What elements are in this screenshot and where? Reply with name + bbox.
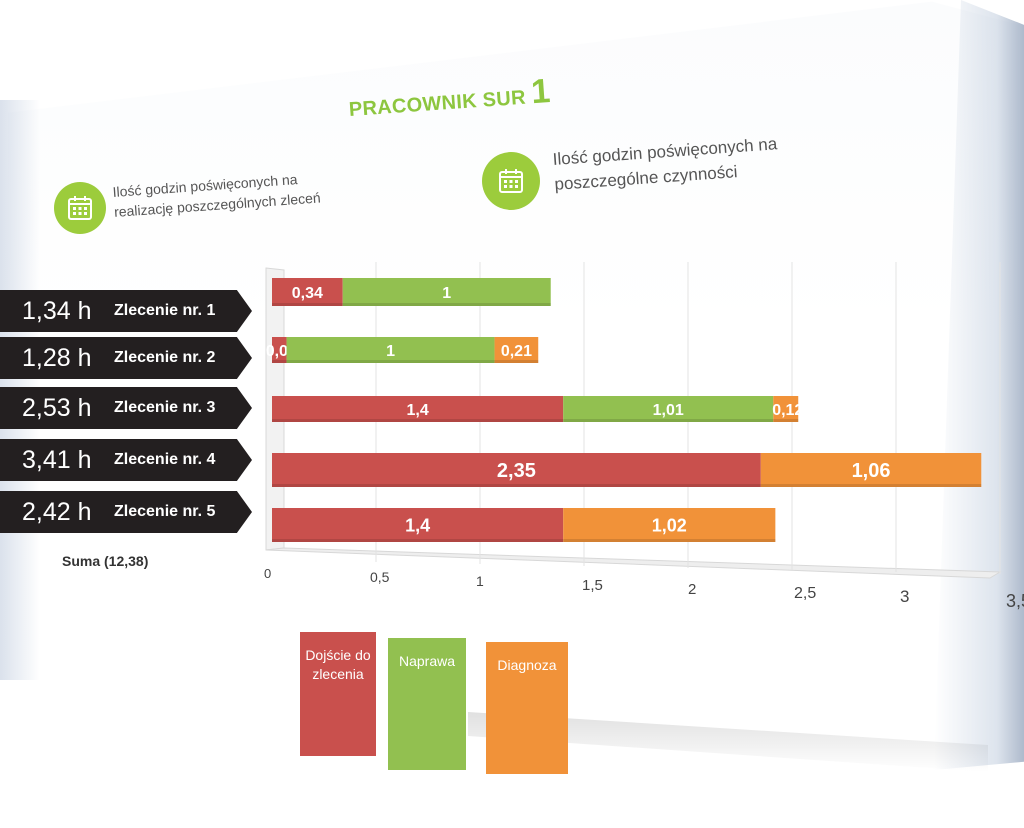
order-hours: 2,42 h [22,497,92,526]
order-name: Zlecenie nr. 1 [114,302,216,319]
x-tick-label: 1,5 [582,577,603,594]
x-tick-label: 3 [900,587,909,606]
bar-data-label: 1,02 [652,515,687,535]
x-tick-label: 1 [476,573,484,589]
bar-data-label: 0,12 [772,402,803,419]
order-name: Zlecenie nr. 3 [114,399,216,416]
legend-item-dojscie: Dojście do zlecenia [300,632,376,756]
x-tick-label: 3,5 [1006,591,1024,611]
bar-data-label: 0,21 [501,343,532,360]
bar-segment [272,453,761,487]
bar-segment [286,337,495,363]
order-hours: 1,28 h [22,343,92,372]
bar-data-label: 1,06 [852,460,891,482]
x-tick-label: 2,5 [794,585,816,602]
order-tag-2: 1,28 h Zlecenie nr. 2 [0,337,252,379]
bar-segment [563,396,774,422]
bar-segment [342,278,551,306]
sum-label: Suma (12,38) [62,553,149,569]
x-tick-label: 0,5 [370,569,390,585]
order-hours: 1,34 h [22,296,92,325]
bar-data-label: 1 [386,343,395,360]
bar-segment-shade [342,303,551,306]
bar-segment-shade [272,360,287,363]
bar-segment-shade [773,419,799,422]
calendar-icon-glyph [68,196,92,220]
bar-segment [760,453,982,487]
x-tick-label: 0 [264,566,271,581]
calendar-icon [482,152,540,210]
bar-data-label: 1,01 [653,402,684,419]
bar-segment [272,337,287,363]
legend-item-naprawa: Naprawa [388,638,466,770]
calendar-icon-glyph [499,169,523,193]
bar-data-label: 1,4 [405,515,430,535]
bar-data-label: 0,34 [292,285,323,302]
bar-segment-shade [272,419,564,422]
order-tag-4: 3,41 h Zlecenie nr. 4 [0,439,252,481]
order-hours: 2,53 h [22,393,92,422]
legend-item-diagnoza: Diagnoza [486,642,568,774]
bar-segment-shade [286,360,495,363]
bar-segment [272,396,564,422]
order-tag-1: 1,34 h Zlecenie nr. 1 [0,290,252,332]
bar-segment-shade [272,303,343,306]
bar-segment-shade [760,484,982,487]
calendar-icon [54,182,106,234]
bar-segment [563,508,776,542]
bar-data-label: 1,4 [406,402,428,419]
bar-segment [773,396,799,422]
bar-segment-shade [272,484,761,487]
bar-segment [272,508,564,542]
order-name: Zlecenie nr. 4 [114,451,216,468]
bar-segment [272,278,343,306]
order-hours: 3,41 h [22,445,92,474]
bar-segment-shade [272,539,564,542]
x-tick-label: 2 [688,581,696,598]
bar-data-label: 1 [442,285,451,302]
order-tag-3: 2,53 h Zlecenie nr. 3 [0,387,252,429]
bar-segment-shade [494,360,539,363]
bar-data-label: 2,35 [497,460,536,482]
order-name: Zlecenie nr. 5 [114,503,216,520]
order-tag-5: 2,42 h Zlecenie nr. 5 [0,491,252,533]
bar-segment-shade [563,419,774,422]
bar-segment [494,337,539,363]
bar-segment-shade [563,539,776,542]
order-name: Zlecenie nr. 2 [114,349,216,366]
